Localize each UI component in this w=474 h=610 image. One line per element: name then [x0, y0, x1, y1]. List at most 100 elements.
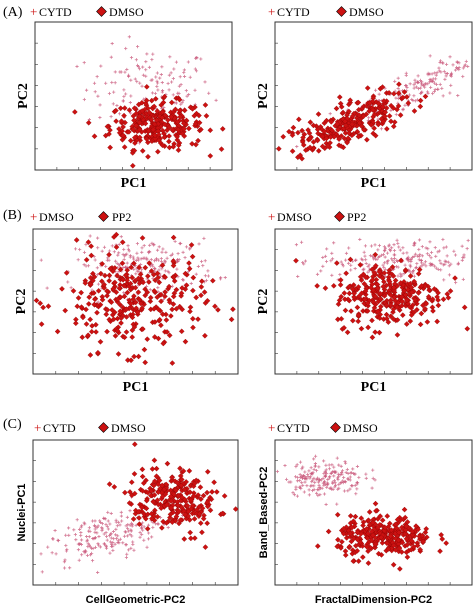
point-cross	[327, 463, 331, 467]
point-cross	[184, 89, 188, 93]
point-diamond	[384, 126, 390, 132]
point-cross	[87, 526, 91, 530]
point-diamond	[159, 493, 166, 500]
point-cross	[122, 257, 126, 261]
point-cross	[417, 238, 422, 242]
point-cross	[329, 486, 333, 490]
point-diamond	[175, 508, 182, 515]
point-diamond	[376, 315, 383, 321]
point-diamond	[395, 537, 402, 544]
point-diamond	[183, 479, 189, 485]
point-diamond	[118, 320, 124, 326]
point-cross	[160, 267, 164, 271]
point-cross	[117, 251, 121, 255]
point-diamond	[126, 129, 132, 135]
point-cross	[106, 256, 110, 260]
point-cross	[424, 246, 428, 250]
point-diamond	[204, 468, 211, 475]
point-diamond	[384, 315, 390, 322]
point-cross	[416, 74, 420, 78]
point-diamond	[382, 524, 389, 531]
point-diamond	[439, 536, 446, 542]
point-diamond	[356, 293, 362, 299]
point-diamond	[122, 489, 128, 496]
point-cross	[119, 514, 123, 518]
point-cross	[140, 267, 144, 271]
point-cross	[332, 241, 336, 245]
point-diamond	[391, 294, 397, 301]
point-diamond	[402, 514, 409, 521]
point-cross	[109, 511, 113, 516]
point-diamond	[122, 272, 129, 279]
point-cross	[430, 79, 435, 83]
point-cross	[400, 273, 404, 277]
point-diamond	[342, 307, 349, 314]
point-cross	[303, 470, 307, 474]
point-diamond	[140, 326, 146, 332]
point-diamond	[214, 489, 220, 495]
point-cross	[403, 263, 407, 267]
point-diamond	[128, 479, 135, 486]
point-diamond	[151, 288, 158, 294]
point-cross	[68, 566, 72, 570]
point-cross	[159, 72, 163, 77]
point-cross	[420, 264, 424, 268]
point-cross	[417, 255, 421, 259]
point-cross	[401, 251, 405, 255]
point-diamond	[128, 357, 134, 364]
point-cross	[422, 262, 426, 266]
point-cross	[371, 468, 375, 472]
point-cross	[315, 491, 319, 495]
point-diamond	[151, 478, 158, 484]
point-diamond	[315, 148, 322, 154]
point-cross	[135, 63, 140, 67]
point-diamond	[87, 352, 94, 358]
point-diamond	[148, 268, 155, 274]
point-diamond	[107, 144, 113, 151]
point-cross	[145, 545, 149, 549]
point-cross	[86, 264, 91, 268]
point-diamond	[62, 307, 69, 314]
point-diamond	[344, 329, 351, 336]
point-cross	[182, 74, 187, 79]
point-diamond	[159, 311, 166, 318]
point-diamond	[366, 509, 373, 515]
point-diamond	[204, 503, 211, 510]
point-diamond	[91, 301, 98, 308]
point-diamond	[368, 122, 375, 128]
point-diamond	[200, 515, 207, 522]
point-diamond	[148, 97, 155, 104]
point-cross	[382, 266, 386, 270]
point-diamond	[336, 136, 342, 142]
point-diamond	[289, 148, 296, 154]
point-cross	[102, 542, 106, 546]
point-diamond	[423, 301, 430, 307]
point-diamond	[152, 319, 158, 325]
point-diamond	[365, 560, 372, 566]
point-diamond	[152, 96, 159, 102]
point-diamond	[215, 307, 221, 313]
point-diamond	[139, 504, 145, 511]
point-diamond	[104, 307, 111, 313]
point-diamond	[154, 513, 161, 520]
point-diamond	[333, 105, 340, 112]
point-cross	[366, 270, 370, 274]
point-diamond	[130, 296, 137, 302]
point-cross	[102, 516, 106, 521]
point-cross	[90, 551, 94, 555]
point-diamond	[347, 513, 354, 519]
point-diamond	[143, 497, 150, 504]
point-cross	[154, 257, 158, 261]
point-cross	[131, 255, 135, 259]
point-cross	[464, 59, 468, 63]
point-cross	[364, 258, 368, 262]
point-cross	[312, 488, 316, 492]
point-diamond	[405, 100, 412, 106]
point-cross	[117, 112, 122, 116]
point-diamond	[168, 114, 175, 120]
point-cross	[351, 467, 355, 471]
point-cross	[142, 244, 146, 248]
point-diamond	[175, 493, 182, 499]
point-diamond	[171, 278, 178, 284]
x-axis-label: CellGeometric-PC2	[86, 594, 186, 606]
